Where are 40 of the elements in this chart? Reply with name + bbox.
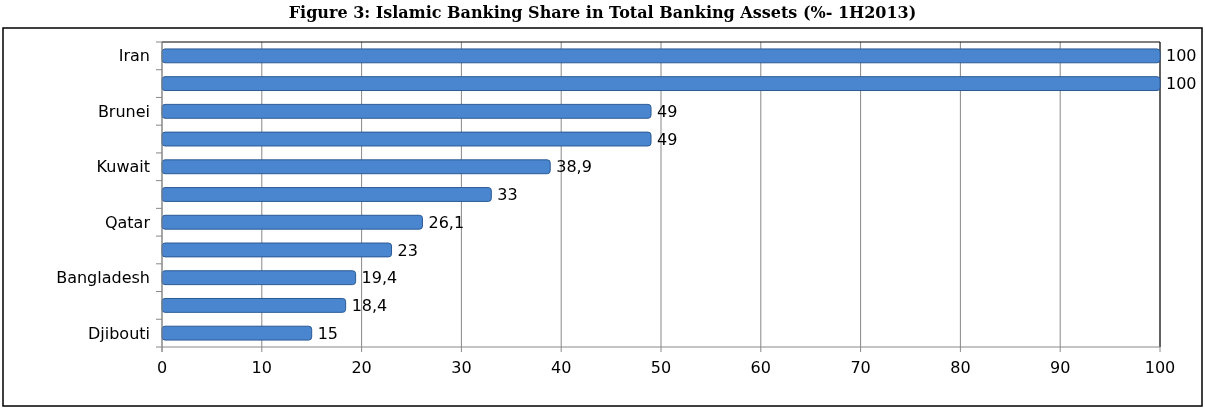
bar: [161, 131, 652, 147]
x-tick-label: 40: [551, 358, 572, 377]
x-tick-label: 100: [1144, 358, 1176, 377]
x-tick-label: 10: [251, 358, 272, 377]
bar: [161, 297, 347, 313]
x-tick-label: 60: [750, 358, 771, 377]
x-tick-label: 20: [351, 358, 372, 377]
data-label: 33: [497, 185, 518, 205]
y-tick-label: Bangladesh: [56, 268, 150, 288]
data-label: 23: [397, 240, 418, 260]
data-label: 100: [1166, 74, 1197, 94]
y-tick-label: Iran: [118, 46, 150, 66]
data-label: 19,4: [361, 268, 398, 288]
bar: [161, 159, 551, 175]
x-tick-label: 70: [850, 358, 871, 377]
bar: [161, 103, 652, 119]
data-label: 49: [657, 101, 678, 121]
x-tick-label: 0: [156, 358, 168, 377]
bar: [161, 214, 423, 230]
x-tick-label: 90: [1050, 358, 1071, 377]
data-label: 100: [1166, 46, 1197, 66]
y-tick-label: Qatar: [104, 212, 151, 232]
data-label: 18,4: [351, 296, 388, 316]
bar: [161, 325, 313, 341]
data-label: 26,1: [428, 212, 465, 232]
y-tick-label: Djibouti: [87, 323, 150, 343]
bar: [161, 270, 357, 286]
bar: [161, 242, 393, 258]
x-tick-label: 50: [650, 358, 672, 377]
y-tick-label: Brunei: [97, 101, 150, 121]
data-label: 15: [317, 323, 339, 343]
bar: [161, 76, 1161, 92]
chart-title: Figure 3: Islamic Banking Share in Total Banking Assets (%- 1H2013): [288, 3, 917, 22]
y-tick-label: Kuwait: [96, 157, 150, 177]
data-label: 49: [657, 129, 678, 149]
bar: [161, 48, 1161, 64]
x-tick-label: 30: [451, 358, 472, 377]
data-label: 38,9: [556, 157, 592, 177]
bar: [161, 187, 492, 202]
x-tick-label: 80: [950, 358, 971, 377]
